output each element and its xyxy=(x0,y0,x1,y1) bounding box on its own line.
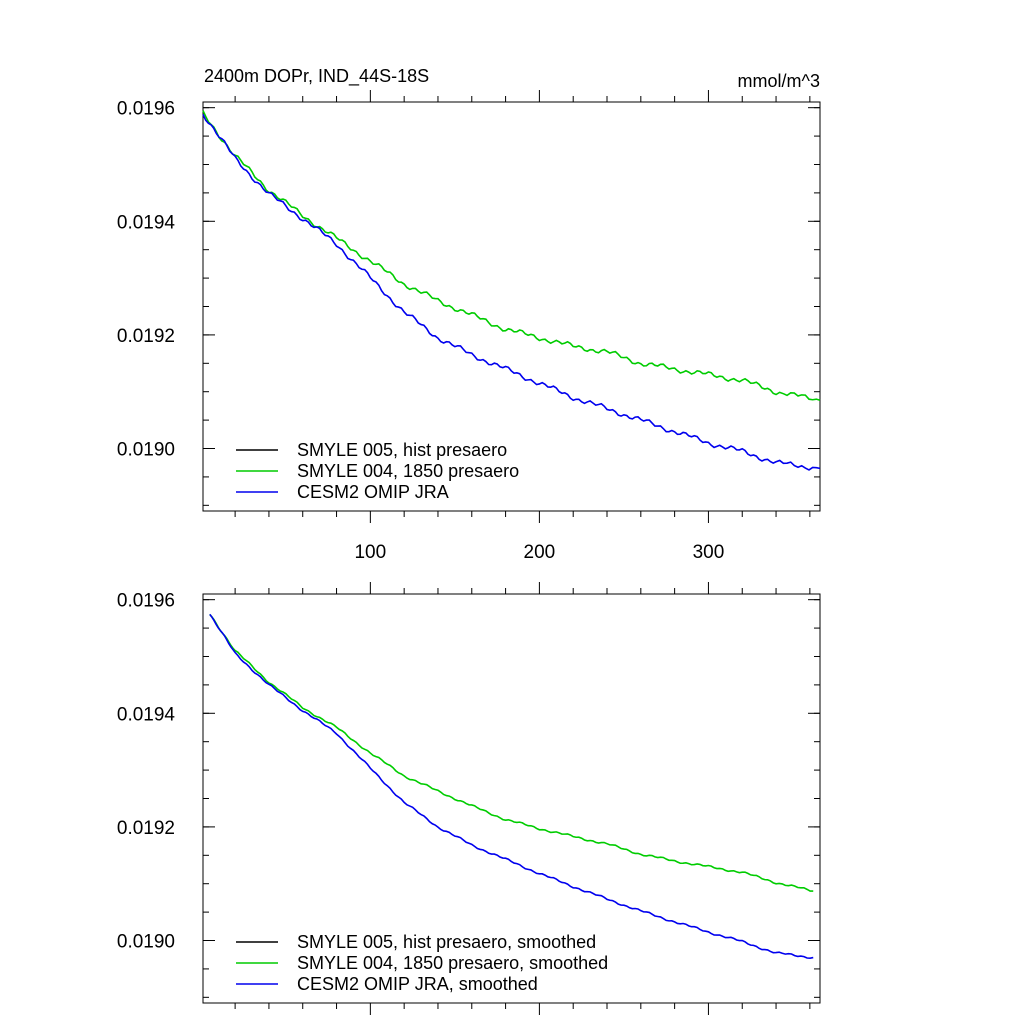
x-tick-label: 200 xyxy=(524,542,556,563)
y-tick-label: 0.0192 xyxy=(117,326,175,347)
plot-frame xyxy=(202,101,821,512)
chart-title: 2400m DOPr, IND_44S-18S xyxy=(204,66,429,87)
series-line xyxy=(209,613,814,892)
y-tick-label: 0.0196 xyxy=(117,591,175,612)
legend-label: SMYLE 005, hist presaero, smoothed xyxy=(297,932,596,952)
units-label: mmol/m^3 xyxy=(738,71,820,91)
top-panel: 0.0190 0.0192 0.0194 0.0196 100 200 300 SMYLE 0… xyxy=(117,90,821,563)
y-tick-label: 0.0192 xyxy=(117,818,175,839)
legend-label: SMYLE 004, 1850 presaero, smoothed xyxy=(297,953,608,973)
x-tick-label: 100 xyxy=(354,542,386,563)
series-line xyxy=(202,110,821,401)
y-tick-label: 0.0190 xyxy=(117,440,175,461)
x-tick-label: 300 xyxy=(693,542,725,563)
series-line xyxy=(202,114,821,471)
legend-label: CESM2 OMIP JRA xyxy=(297,482,449,502)
legend-label: CESM2 OMIP JRA, smoothed xyxy=(297,974,538,994)
y-tick-label: 0.0196 xyxy=(117,99,175,120)
y-tick-label: 0.0194 xyxy=(117,212,176,233)
y-tick-label: 0.0190 xyxy=(117,932,175,953)
legend-label: SMYLE 004, 1850 presaero xyxy=(297,461,519,481)
series-line xyxy=(209,613,814,959)
bottom-panel: 0.0190 0.0192 0.0194 0.0196 SMYLE 005, hist … xyxy=(117,582,821,1015)
legend-label: SMYLE 005, hist presaero xyxy=(297,440,507,460)
y-tick-label: 0.0194 xyxy=(117,704,176,725)
